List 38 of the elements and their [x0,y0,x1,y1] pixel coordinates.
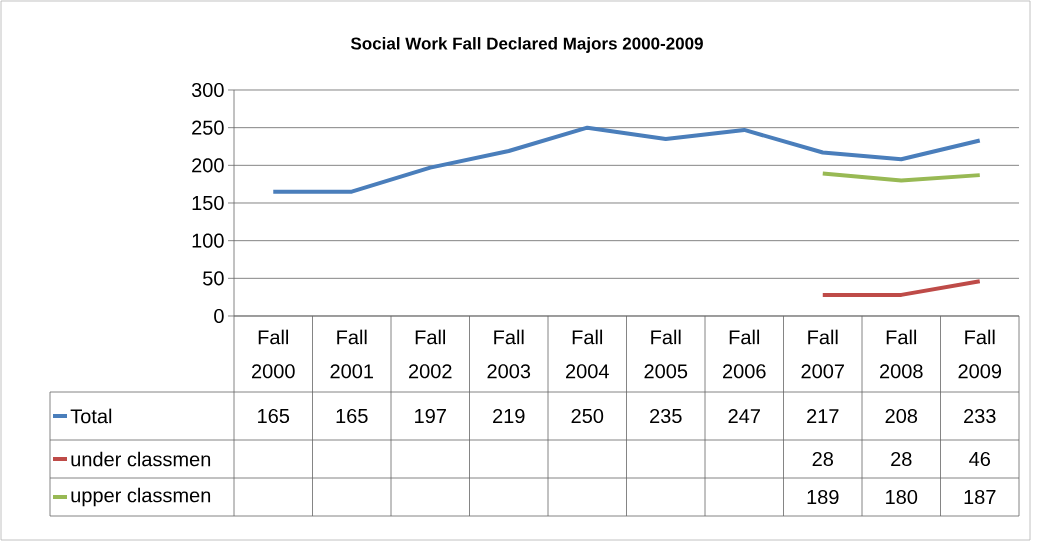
data-label: 165 [336,408,368,424]
data-label: 165 [258,408,290,424]
legend-label: under classmen [71,451,211,467]
data-label: 28 [812,451,834,467]
x-tick-label: Fall 2009 [958,329,1002,379]
x-tick-label: Fall 2004 [566,329,609,379]
data-label: 28 [891,451,912,467]
y-tick-label: 200 [192,158,224,173]
x-tick-label: Fall 2001 [330,329,374,379]
y-tick-label: 0 [214,308,224,324]
chart-title: Social Work Fall Declared Majors 2000-2009 [350,37,703,53]
line-series [271,125,982,194]
legend-label: Total [70,408,112,424]
data-label: 189 [807,489,839,505]
data-label: 208 [885,408,918,424]
x-tick-label: Fall 2006 [723,329,766,379]
x-tick-label: Fall 2005 [644,329,688,379]
x-tick-label: Fall 2007 [801,329,844,379]
y-tick-label: 100 [192,233,224,248]
x-tick-label: Fall 2000 [252,329,295,379]
data-label: 180 [886,489,918,505]
data-label: 197 [415,408,446,424]
y-tick-label: 300 [191,82,224,98]
y-tick-label: 250 [192,120,224,135]
data-label: 187 [964,489,996,505]
y-tick-label: 50 [203,271,224,286]
data-label: 247 [728,409,760,423]
data-label: 235 [650,408,682,424]
x-tick-label: Fall 2003 [487,329,531,379]
data-label: 233 [964,408,996,424]
y-tick-label: 150 [192,195,224,211]
data-label: 46 [969,451,991,467]
data-label: 250 [571,408,604,424]
data-label: 217 [807,409,839,423]
data-label: 219 [493,408,525,424]
x-tick-label: Fall 2002 [409,329,452,379]
x-tick-label: Fall 2008 [880,329,923,379]
legend-label: upper classmen [71,487,211,507]
